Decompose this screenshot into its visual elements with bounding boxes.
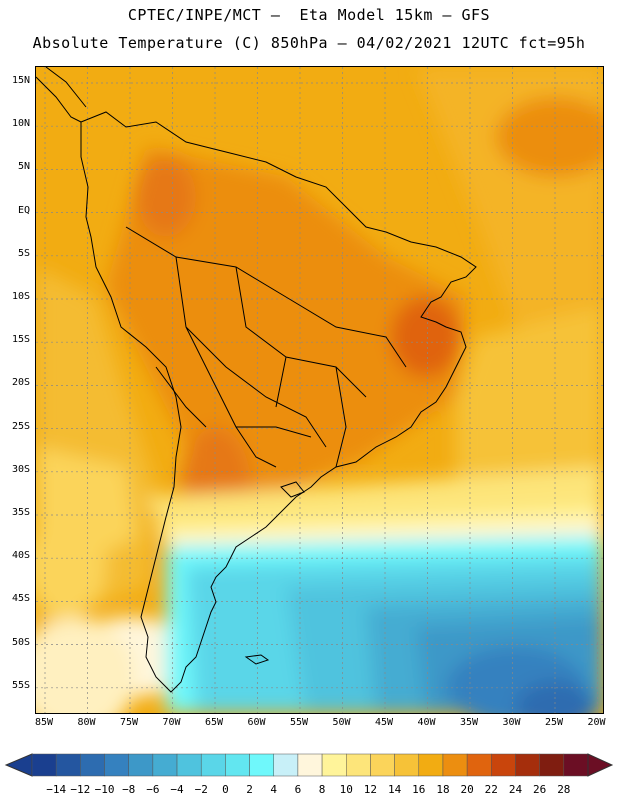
caribbean-coast [45,67,87,108]
map-panel [35,66,604,714]
colorbar-swatch [31,753,57,777]
colorbar-swatch [515,753,540,777]
lat-tick-label: 10N [11,118,30,130]
colorbar-tick-label: 10 [339,783,353,796]
lat-tick-label: 45S [11,593,30,605]
colorbar-tick-label: 16 [412,783,426,796]
colorbar-swatch [321,753,347,777]
lon-tick-label: 40W [417,717,436,728]
lon-tick-label: 80W [77,717,96,728]
colorbar-tick-label: 12 [363,783,378,796]
colorbar [4,753,614,777]
lon-tick-label: 30W [502,717,521,728]
lon-tick-label: 65W [204,717,224,728]
colorbar-tick-label: 20 [460,783,474,796]
colorbar-right-arrow [587,753,614,777]
lat-tick-label: 5N [17,161,30,173]
colorbar-tick-label: −2 [194,783,208,796]
colorbar-tick-label: 14 [387,783,402,796]
colorbar-tick-label: 26 [533,783,547,796]
colorbar-swatch [152,753,178,777]
colorbar-swatch [370,753,395,777]
colorbar-tick-label: −10 [94,783,115,796]
colorbar-swatch [273,753,299,777]
colorbar-swatch [539,753,565,777]
colorbar-swatch [563,753,589,777]
lat-tick-label: 50S [11,636,30,648]
colorbar-swatch [128,753,154,777]
temperature-map [36,67,603,713]
colorbar-tick-label: 0 [222,783,229,796]
lat-tick-label: 40S [11,550,30,562]
lat-tick-label: 25S [11,420,30,432]
lat-tick-label: 10S [11,291,30,302]
colorbar-swatch [225,753,250,777]
colorbar-swatch [466,753,492,777]
colorbar-tick-label: 24 [508,783,523,796]
country-borders [125,226,407,468]
lat-tick-label: 55S [11,679,30,691]
lake-outline [280,481,305,498]
colorbar-swatch [200,753,226,777]
coastlines [36,67,477,693]
colorbar-swatch [442,753,468,777]
temperature-field [36,67,603,713]
colorbar-swatch [104,753,129,777]
lon-tick-label: 45W [374,717,394,728]
lon-tick-label: 85W [34,717,54,728]
colorbar-swatch [297,753,323,777]
colorbar-tick-label: 28 [557,783,571,796]
colorbar-swatch [176,753,202,777]
title-line-1: CPTEC/INPE/MCT – Eta Model 15km – GFS [127,6,491,24]
colorbar-swatch [249,753,274,777]
lon-tick-label: 75W [119,717,139,728]
colorbar-tick-label: 8 [318,783,326,796]
colorbar-tick-label: 4 [270,783,278,796]
lat-tick-label: 5S [17,247,30,259]
colorbar-left-arrow [4,753,33,777]
colorbar-tick-label: −14 [46,783,67,796]
colorbar-tick-label: −12 [70,783,91,796]
colorbar-tick-label: 6 [294,783,302,796]
lon-tick-label: 50W [332,717,351,728]
lat-tick-label: 15N [11,75,30,86]
south-america-coastline [80,111,477,693]
lon-tick-label: 25W [544,717,564,728]
falkland-islands [244,654,270,665]
lat-tick-label: 20S [11,377,30,389]
lon-tick-label: 70W [162,717,181,728]
lon-tick-label: 55W [289,717,309,728]
colorbar-swatch [346,753,371,777]
lat-tick-label: 30S [11,463,30,475]
lon-tick-label: 35W [459,717,479,728]
lat-tick-label: 35S [11,507,30,518]
lon-tick-label: 20W [587,717,606,728]
colorbar-tick-label: −6 [146,783,160,796]
colorbar-tick-label: −4 [170,783,184,796]
colorbar-tick-label: 22 [484,783,498,796]
colorbar-tick-label: 2 [246,783,253,796]
colorbar-swatch [491,753,516,777]
colorbar-swatch [55,753,81,777]
lat-tick-label: EQ [17,204,30,216]
title-line-2: Absolute Temperature (C) 850hPa – 04/02/… [32,34,586,52]
colorbar-tick-label: −8 [122,783,136,796]
lon-tick-label: 60W [247,717,266,728]
colorbar-swatch [394,753,420,777]
colorbar-swatch [418,753,444,777]
lat-tick-label: 15S [11,334,30,346]
colorbar-tick-label: 18 [436,783,450,796]
central-america [36,76,82,123]
colorbar-swatch [80,753,105,777]
